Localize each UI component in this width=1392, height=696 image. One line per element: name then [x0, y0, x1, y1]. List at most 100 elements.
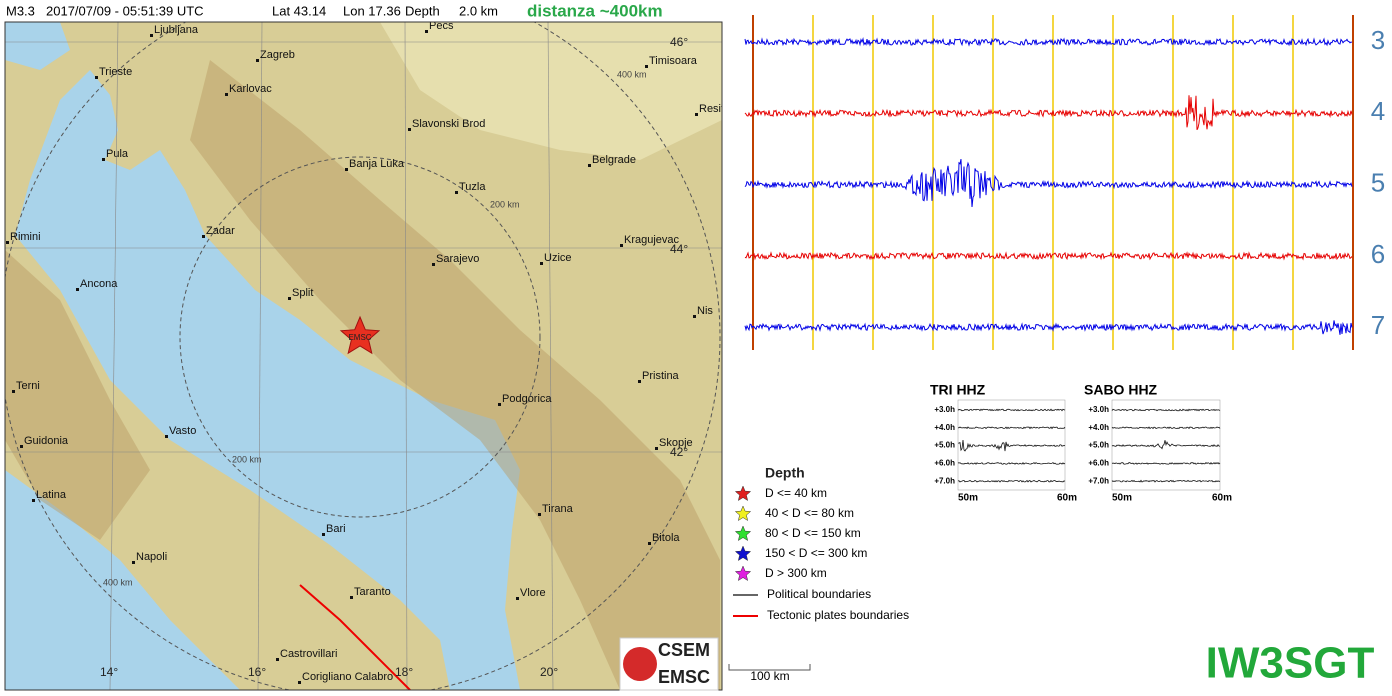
city-label: Tuzla	[459, 181, 486, 193]
heli-trace	[1111, 461, 1221, 465]
lon-label: 20°	[540, 665, 558, 679]
header-lon: Lon 17.36	[343, 3, 401, 18]
city-dot	[455, 191, 458, 194]
logo-globe	[623, 647, 657, 681]
city-label: Terni	[16, 380, 40, 392]
logo-text: CSEM	[658, 640, 710, 660]
epicenter	[339, 315, 381, 355]
city-label: Bitola	[652, 532, 680, 544]
seismogram: 3 4 5 6 7	[744, 15, 1385, 350]
city-dot	[102, 158, 105, 161]
legend-star	[734, 485, 752, 502]
city-dot	[288, 297, 291, 300]
city-dot	[202, 235, 205, 238]
mountains	[190, 60, 720, 690]
scale-label: 100 km	[750, 669, 789, 683]
lon-label: 14°	[100, 665, 118, 679]
city-dot	[408, 128, 411, 131]
city-dot	[95, 76, 98, 79]
city-dot	[540, 262, 543, 265]
heli-row-label: +6.0h	[934, 459, 955, 468]
ring-label: 400 km	[617, 69, 647, 79]
city-dot	[132, 561, 135, 564]
heli-row-label: +3.0h	[934, 405, 955, 414]
city-label: Taranto	[354, 586, 391, 598]
city-dot	[648, 542, 651, 545]
heli-row-label: +5.0h	[1088, 441, 1109, 450]
city-dot	[620, 244, 623, 247]
legend-title: Depth	[765, 465, 805, 481]
legend-star	[734, 565, 752, 582]
trace	[744, 251, 1353, 261]
heli-frame	[1111, 399, 1221, 491]
city-label: Banja Luka	[349, 158, 405, 170]
trace-label: 3	[1371, 25, 1385, 55]
city-label: Nis	[697, 305, 713, 317]
city-label: Ljubljana	[154, 24, 199, 36]
legend-label: 150 < D <= 300 km	[765, 546, 867, 560]
heli-row-label: +6.0h	[1088, 459, 1109, 468]
heli-trace	[1111, 440, 1221, 450]
heli-trace	[1111, 426, 1221, 430]
heli-row-label: +5.0h	[934, 441, 955, 450]
city-dot	[256, 59, 259, 62]
legend-label: 80 < D <= 150 km	[765, 526, 861, 540]
lat-label: 44°	[670, 242, 688, 256]
city-dot	[150, 34, 153, 37]
lon-label: 18°	[395, 665, 413, 679]
city-dot	[425, 30, 428, 33]
trace	[744, 37, 1353, 47]
city-label: Podgorica	[502, 393, 552, 405]
heli-title: SABO HHZ	[1084, 382, 1158, 398]
city-dot	[276, 658, 279, 661]
ring-label: 200 km	[490, 199, 520, 209]
grid-line	[109, 22, 119, 690]
trace-label: 6	[1371, 239, 1385, 269]
header-magnitude: M3.3	[6, 3, 35, 18]
lon-label: 16°	[248, 665, 266, 679]
city-label: Rimini	[10, 231, 41, 243]
trace	[744, 158, 1353, 208]
logo-text: EMSC	[658, 667, 710, 687]
heli-row-label: +4.0h	[1088, 423, 1109, 432]
city-dot	[432, 263, 435, 266]
heli-x-label: 50m	[1112, 493, 1132, 504]
trace	[744, 95, 1353, 131]
legend-label: Tectonic plates boundaries	[767, 608, 909, 622]
scale-bar	[728, 664, 811, 671]
city-dot	[498, 403, 501, 406]
city-label: Tirana	[542, 503, 574, 515]
legend-label: D > 300 km	[765, 566, 827, 580]
city-dot	[693, 315, 696, 318]
city-dot	[345, 168, 348, 171]
ring-label: 200 km	[232, 454, 262, 464]
city-label: Latina	[36, 489, 67, 501]
lat-label: 46°	[670, 35, 688, 49]
city-dot	[516, 597, 519, 600]
city-dot	[695, 113, 698, 116]
city-dot	[655, 447, 658, 450]
trace-label: 4	[1371, 96, 1385, 126]
grid-line	[257, 22, 263, 690]
city-label: Belgrade	[592, 154, 636, 166]
legend-star	[734, 545, 752, 562]
ring-label: 400 km	[103, 577, 133, 587]
heli-trace	[957, 462, 1066, 465]
city-label: Vasto	[169, 425, 196, 437]
heli-x-label: 60m	[1057, 493, 1077, 504]
city-label: Skopje	[659, 437, 693, 449]
city-label: Pula	[106, 148, 129, 160]
city-dot	[12, 390, 15, 393]
distance: distanza ~400km	[527, 1, 663, 20]
city-label: Split	[292, 287, 313, 299]
grid-line	[404, 22, 408, 690]
sea	[5, 22, 70, 70]
city-label: Sarajevo	[436, 253, 479, 265]
city-dot	[645, 65, 648, 68]
city-dot	[298, 681, 301, 684]
header-depth-value: 2.0 km	[459, 3, 498, 18]
city-dot	[32, 499, 35, 502]
heli-x-label: 60m	[1212, 493, 1232, 504]
city-label: Slavonski Brod	[412, 118, 485, 130]
